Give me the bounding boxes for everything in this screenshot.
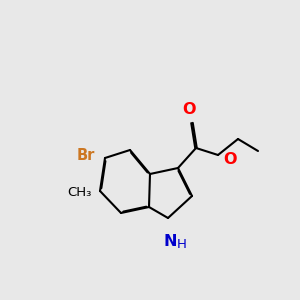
Text: N: N (163, 234, 177, 249)
Text: Br: Br (76, 148, 95, 164)
Text: H: H (177, 238, 187, 251)
Text: O: O (223, 152, 236, 166)
Text: CH₃: CH₃ (68, 187, 92, 200)
Text: O: O (182, 102, 196, 117)
